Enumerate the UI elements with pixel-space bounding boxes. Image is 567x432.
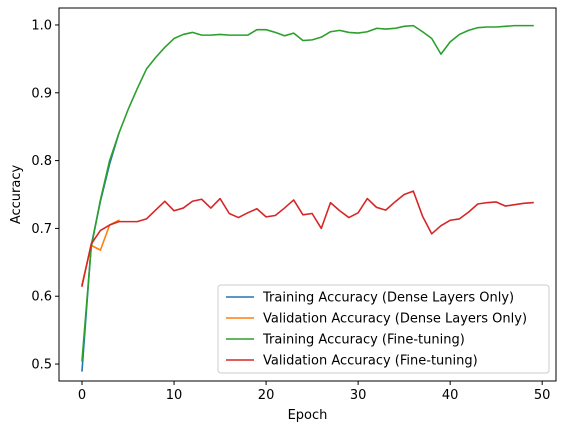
y-tick-label: 1.0	[31, 18, 52, 33]
y-tick-label: 0.7	[31, 222, 52, 237]
x-tick-label: 20	[258, 388, 275, 403]
legend-label-1: Validation Accuracy (Dense Layers Only)	[263, 312, 527, 327]
y-tick-label: 0.8	[31, 154, 52, 169]
series-line-0	[81, 132, 120, 372]
series-line-3	[81, 190, 534, 288]
x-tick-label: 30	[350, 388, 367, 403]
x-tick-label: 0	[78, 388, 86, 403]
legend-label-3: Validation Accuracy (Fine-tuning)	[263, 354, 478, 369]
x-tick-label: 50	[534, 388, 551, 403]
x-tick-label: 40	[442, 388, 459, 403]
y-axis-label: Accuracy	[9, 165, 24, 225]
y-tick-label: 0.6	[31, 290, 52, 305]
plot-frame	[58, 7, 557, 382]
x-tick-label: 10	[166, 388, 183, 403]
legend-box	[217, 284, 550, 374]
y-tick-label: 0.5	[31, 358, 52, 373]
legend-label-2: Training Accuracy (Fine-tuning)	[262, 333, 465, 348]
series-line-2	[81, 24, 534, 362]
y-axis-ticks: 0.5 0.6 0.7 0.8 0.9 1.0	[31, 18, 59, 373]
plot-lines	[81, 24, 534, 372]
legend-label-0: Training Accuracy (Dense Layers Only)	[262, 291, 514, 306]
legend: Training Accuracy (Dense Layers Only) Val…	[217, 284, 550, 374]
y-tick-label: 0.9	[31, 86, 52, 101]
x-axis-ticks: 0 10 20 30 40 50	[78, 381, 551, 403]
x-axis-label: Epoch	[288, 408, 328, 423]
